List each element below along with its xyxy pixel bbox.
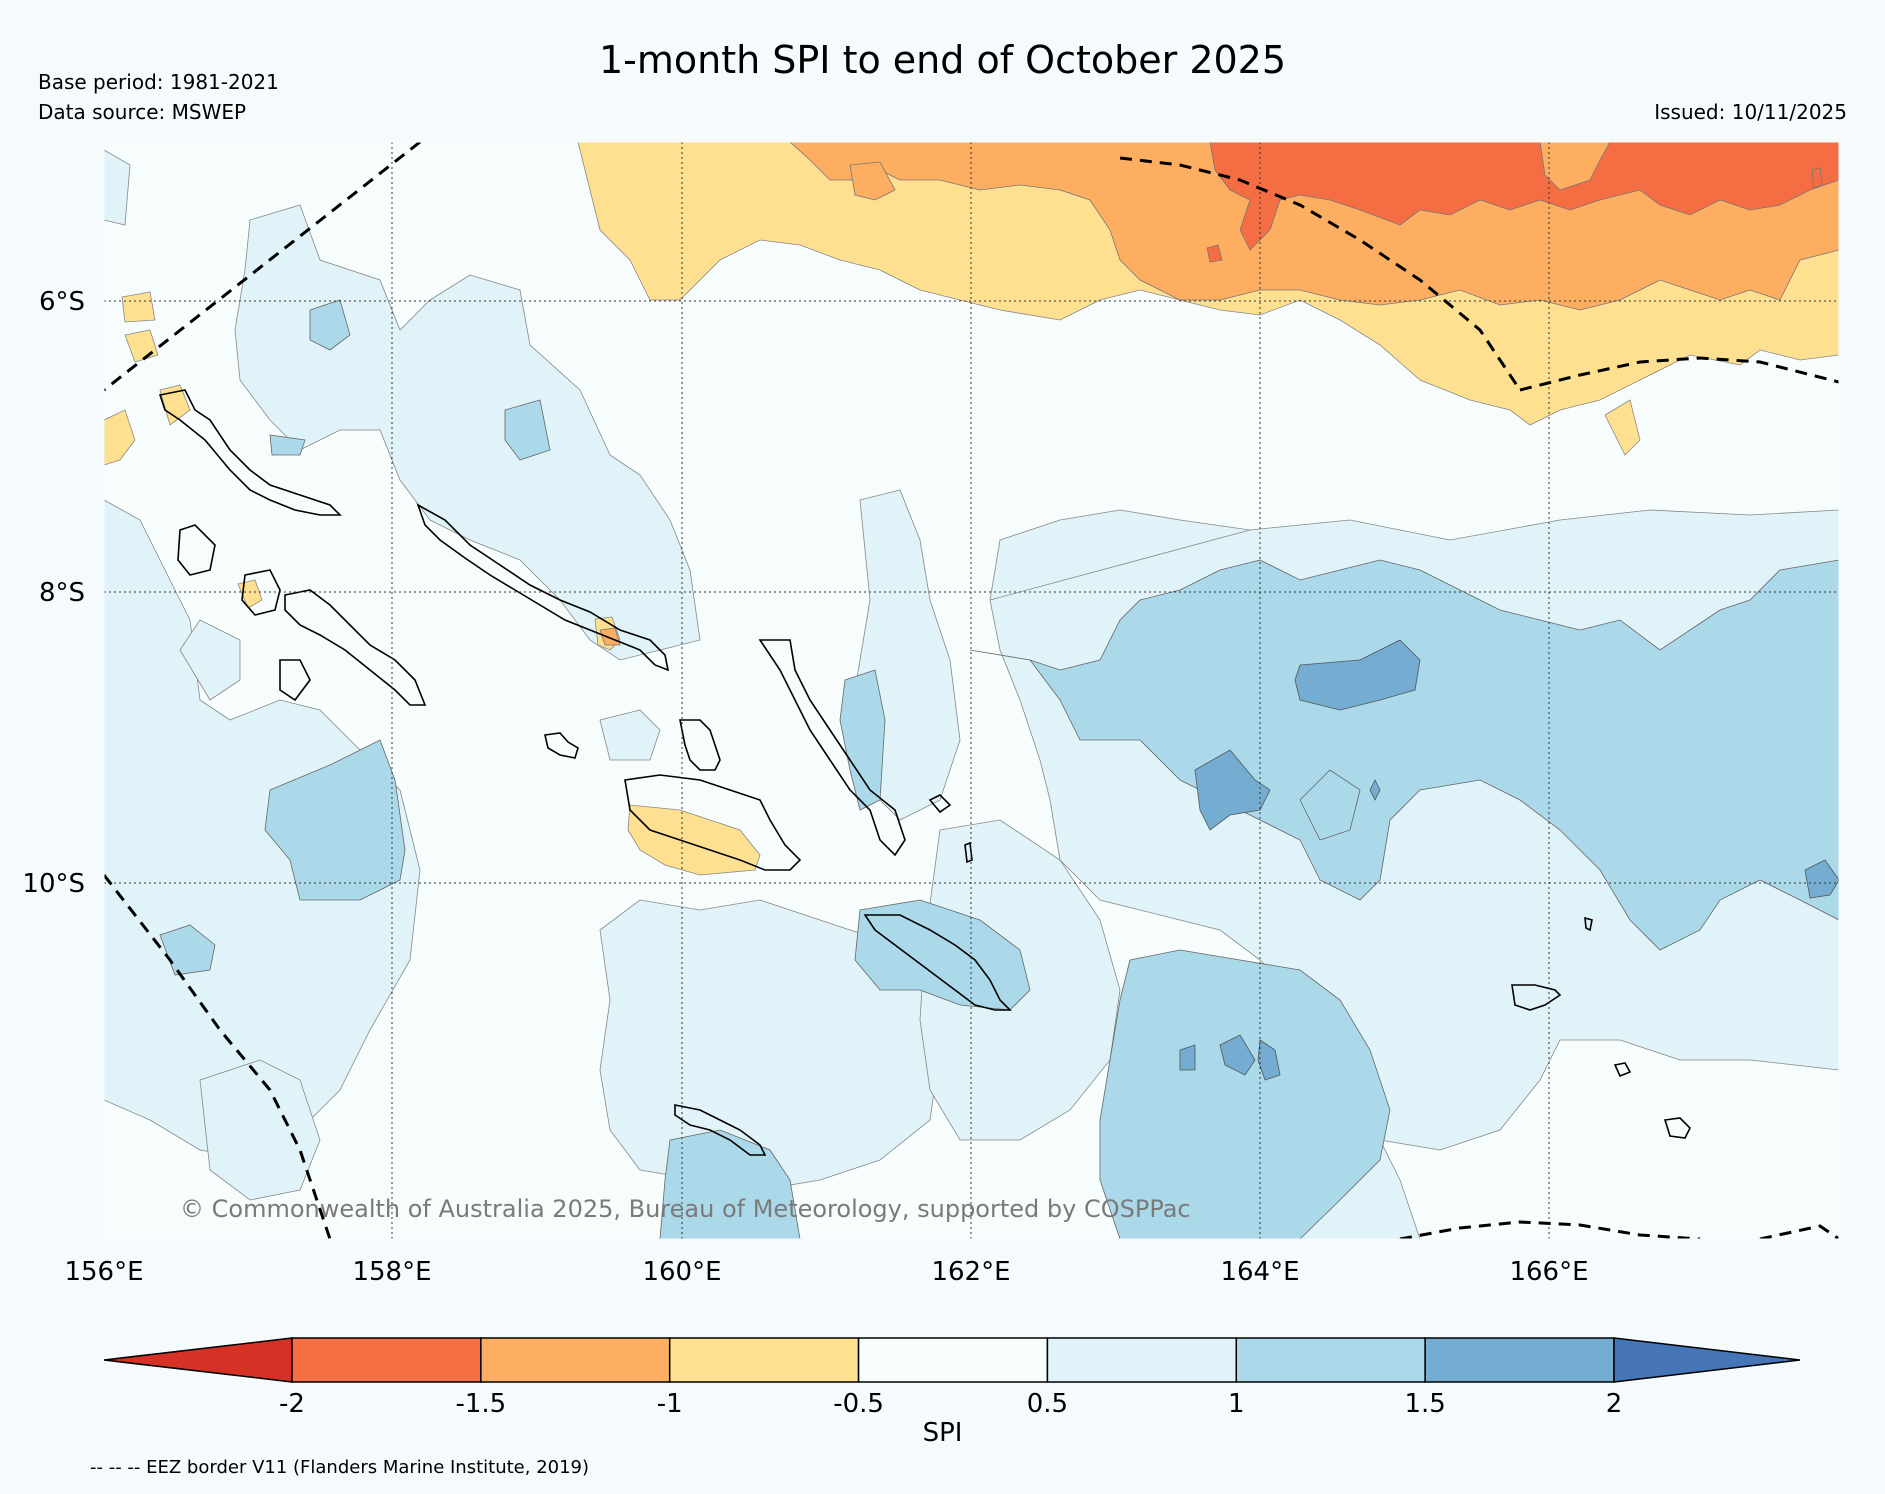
spi-region-1.5-2 bbox=[1179, 639, 1839, 1081]
colorbar-label: SPI bbox=[922, 1418, 963, 1448]
lat-label-6s: 6°S bbox=[39, 287, 85, 317]
lat-label-8s: 8°S bbox=[39, 578, 85, 608]
eez-borders bbox=[104, 142, 1839, 1239]
lon-label-158e: 158°E bbox=[352, 1257, 431, 1287]
base-period: Base period: 1981-2021 bbox=[38, 70, 279, 94]
coastlines bbox=[158, 389, 1691, 1156]
graticule bbox=[104, 142, 1839, 1239]
map-frame bbox=[103, 141, 1840, 1240]
spi-region-neg2-neg1.5 bbox=[1206, 142, 1839, 263]
lon-label-156e: 156°E bbox=[64, 1257, 143, 1287]
issued-date: Issued: 10/11/2025 bbox=[1654, 100, 1847, 124]
lon-label-160e: 160°E bbox=[642, 1257, 721, 1287]
copyright-notice: © Commonwealth of Australia 2025, Bureau… bbox=[180, 1195, 1191, 1223]
data-source: Data source: MSWEP bbox=[38, 100, 247, 124]
eez-legend: -- -- -- EEZ border V11 (Flanders Marine… bbox=[90, 1457, 590, 1478]
spi-region-1-1.5 bbox=[159, 299, 1839, 1239]
lat-label-10s: 10°S bbox=[22, 869, 85, 899]
lon-label-164e: 164°E bbox=[1220, 1257, 1299, 1287]
chart-title: 1-month SPI to end of October 2025 bbox=[598, 38, 1287, 82]
lon-label-162e: 162°E bbox=[931, 1257, 1010, 1287]
lon-label-166e: 166°E bbox=[1509, 1257, 1588, 1287]
